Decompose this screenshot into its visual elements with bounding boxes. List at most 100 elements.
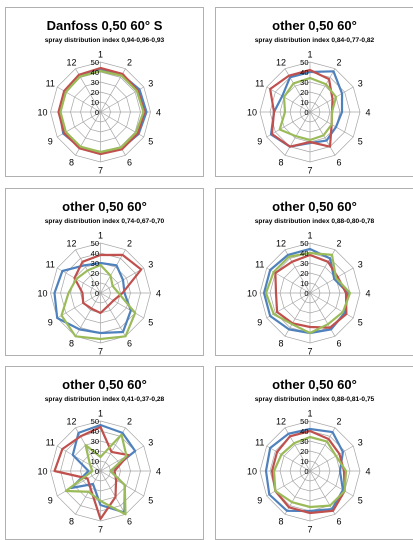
radar-spoke [309, 267, 354, 294]
radar-tick-label: 10 [91, 98, 99, 107]
radar-spoke [266, 445, 311, 472]
radar-category-label: 3 [148, 438, 153, 448]
radar-category-label: 7 [307, 166, 312, 176]
radar-spoke [57, 470, 101, 497]
radar-category-label: 6 [127, 517, 132, 527]
radar-category-label: 7 [98, 347, 103, 357]
radar-category-label: 1 [98, 409, 103, 419]
radar-spoke [100, 445, 144, 472]
radar-category-label: 9 [48, 496, 53, 506]
chart-panel-4: other 0,50 60° spray distribution index … [215, 188, 413, 356]
radar-tick-label: 50 [91, 239, 99, 248]
radar-tick-label: 20 [91, 447, 99, 456]
radar-spoke [75, 427, 101, 472]
radar-spoke [57, 267, 101, 294]
radar-tick-label: 50 [300, 58, 308, 67]
radar-category-label: 5 [148, 137, 153, 147]
radar-category-label: 12 [276, 238, 286, 248]
radar-category-label: 8 [278, 339, 283, 349]
radar-tick-label: 30 [300, 259, 308, 268]
radar-spoke [57, 292, 101, 319]
radar-tick-label: 30 [300, 78, 308, 87]
radar-spoke [309, 427, 336, 472]
radar-category-label: 12 [66, 57, 76, 67]
radar-category-label: 12 [66, 416, 76, 426]
radar-category-label: 5 [358, 496, 363, 506]
radar-spoke [57, 445, 101, 472]
radar-category-label: 10 [247, 108, 257, 118]
radar-tick-label: 50 [91, 417, 99, 426]
radar-spoke [266, 86, 311, 113]
radar-category-label: 8 [278, 517, 283, 527]
radar-tick-label: 50 [300, 239, 308, 248]
radar-category-label: 2 [127, 238, 132, 248]
radar-category-label: 3 [358, 438, 363, 448]
radar-category-label: 3 [148, 260, 153, 270]
radar-tick-label: 0 [95, 108, 99, 117]
radar-category-label: 9 [257, 318, 262, 328]
radar-spoke [266, 470, 311, 497]
chart-subtitle: spray distribution index 0,88-0,81-0,75 [254, 396, 375, 403]
radar-tick-label: 40 [91, 249, 99, 258]
radar-category-label: 11 [255, 260, 264, 270]
radar-tick-label: 10 [91, 457, 99, 466]
radar-series-red [269, 68, 334, 148]
radar-category-label: 12 [66, 238, 76, 248]
radar-category-label: 4 [365, 289, 370, 299]
radar-tick-label: 50 [300, 417, 308, 426]
radar-category-label: 1 [307, 50, 312, 60]
radar-tick-label: 0 [95, 467, 99, 476]
radar-category-label: 5 [148, 318, 153, 328]
radar-category-label: 4 [156, 289, 161, 299]
radar-spoke [100, 292, 144, 319]
radar-category-label: 7 [307, 347, 312, 357]
radar-category-label: 11 [46, 438, 55, 448]
radar-category-label: 11 [46, 260, 55, 270]
radar-tick-label: 20 [91, 269, 99, 278]
radar-category-label: 11 [255, 438, 264, 448]
radar-tick-label: 30 [91, 78, 99, 87]
radar-series-green [278, 76, 338, 142]
radar-series-green [59, 69, 145, 154]
radar-series-red [53, 425, 130, 521]
radar-tick-label: 40 [91, 68, 99, 77]
radar-spoke [100, 292, 126, 337]
radar-category-label: 2 [336, 416, 341, 426]
chart-title: other 0,50 60° [272, 18, 357, 33]
radar-category-label: 10 [247, 467, 257, 477]
radar-category-label: 10 [37, 467, 47, 477]
radar-category-label: 1 [98, 231, 103, 241]
radar-series-red [73, 253, 143, 315]
radar-spoke [309, 249, 336, 294]
radar-tick-label: 20 [91, 88, 99, 97]
radar-tick-label: 10 [300, 98, 308, 107]
radar-category-label: 2 [336, 57, 341, 67]
radar-tick-label: 50 [91, 58, 99, 67]
radar-category-label: 7 [98, 525, 103, 535]
radar-category-label: 7 [98, 166, 103, 176]
radar-tick-label: 20 [300, 269, 308, 278]
chart-title: other 0,50 60° [272, 377, 357, 392]
radar-category-label: 6 [127, 158, 132, 168]
radar-tick-label: 0 [304, 289, 308, 298]
radar-category-label: 5 [358, 318, 363, 328]
chart-panel-2: other 0,50 60° spray distribution index … [215, 7, 413, 177]
radar-tick-label: 10 [300, 279, 308, 288]
radar-tick-label: 40 [300, 427, 308, 436]
radar-spoke [100, 249, 126, 294]
radar-tick-label: 0 [304, 108, 308, 117]
radar-series-red [270, 429, 346, 515]
chart-subtitle: spray distribution index 0,74-0,67-0,70 [44, 218, 165, 225]
radar-category-label: 10 [247, 289, 257, 299]
chart-panel-5: other 0,50 60° spray distribution index … [5, 366, 204, 540]
radar-tick-label: 20 [300, 447, 308, 456]
radar-category-label: 1 [98, 50, 103, 60]
radar-category-label: 4 [365, 467, 370, 477]
chart-title: other 0,50 60° [62, 377, 147, 392]
radar-category-label: 8 [69, 158, 74, 168]
radar-category-label: 1 [307, 231, 312, 241]
radar-category-label: 1 [307, 409, 312, 419]
